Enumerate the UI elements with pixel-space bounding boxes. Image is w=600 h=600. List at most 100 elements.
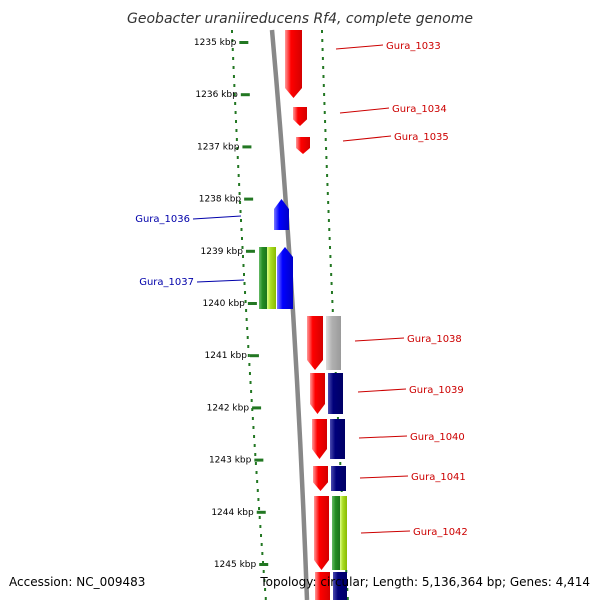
outer-reverse-ring-dot <box>244 291 247 294</box>
outer-reverse-ring-dot <box>237 174 240 177</box>
outer-reverse-ring-dot <box>231 48 234 51</box>
outer-reverse-ring-dot <box>233 93 236 96</box>
outer-reverse-ring-dot <box>243 282 246 285</box>
outer-reverse-ring-dot <box>254 453 257 456</box>
genome-summary-label: Topology: circular; Length: 5,136,364 bp… <box>259 575 590 589</box>
ruler-tick-mark <box>245 249 255 253</box>
callout-line-Gura_1042 <box>360 530 411 534</box>
outer-forward-ring-dot <box>330 273 333 276</box>
outer-reverse-ring-dot <box>253 435 256 438</box>
outer-reverse-ring-dot <box>258 507 261 510</box>
outer-reverse-ring-dot <box>235 138 238 141</box>
outer-reverse-ring-dot <box>251 408 254 411</box>
callout-line-Gura_1033 <box>335 44 384 50</box>
ruler-tick-label: 1243 kbp <box>209 456 252 466</box>
ruler-tick-label: 1242 kbp <box>207 403 250 413</box>
outer-reverse-ring-dot <box>244 300 247 303</box>
callout-label-Gura_1035: Gura_1035 <box>394 132 449 143</box>
outer-forward-ring-dot <box>329 246 332 249</box>
map-title: Geobacter uraniireducens Rf4, complete g… <box>127 11 473 27</box>
outer-forward-ring-dot <box>326 183 329 186</box>
outer-forward-ring-dot <box>330 291 333 294</box>
outer-reverse-ring-dot <box>256 489 259 492</box>
outer-reverse-ring-dot <box>235 129 238 132</box>
callout-line-Gura_1036 <box>192 215 242 220</box>
cog-Gura_1037-a <box>259 247 268 309</box>
ruler-tick-mark <box>239 41 249 44</box>
gene-Gura_1039 <box>310 373 325 414</box>
cog-Gura_1039 <box>328 373 343 414</box>
outer-reverse-ring-dot <box>246 327 249 330</box>
ruler-tick-label: 1237 kbp <box>197 142 240 152</box>
outer-forward-ring-dot <box>322 75 325 78</box>
outer-reverse-ring-dot <box>263 579 266 582</box>
ruler-tick-mark <box>242 145 252 149</box>
outer-forward-ring-dot <box>345 570 348 573</box>
outer-reverse-ring-dot <box>232 66 235 69</box>
outer-reverse-ring-dot <box>238 183 241 186</box>
outer-reverse-ring-dot <box>240 228 243 231</box>
outer-forward-ring-dot <box>322 84 325 87</box>
outer-reverse-ring-dot <box>264 588 267 591</box>
outer-reverse-ring-dot <box>240 237 243 240</box>
gene-Gura_1042 <box>314 496 329 570</box>
ruler-tick-mark <box>247 302 257 305</box>
ruler-tick-label: 1235 kbp <box>194 38 237 48</box>
ruler-tick-label: 1236 kbp <box>195 90 238 100</box>
ruler-tick-mark <box>252 406 262 410</box>
callout-line-Gura_1034 <box>339 107 390 114</box>
outer-forward-ring-dot <box>327 219 330 222</box>
outer-reverse-ring-dot <box>256 480 259 483</box>
outer-forward-ring-dot <box>323 102 326 105</box>
callout-label-Gura_1041: Gura_1041 <box>411 472 466 483</box>
outer-reverse-ring-dot <box>243 273 246 276</box>
outer-forward-ring-dot <box>323 111 326 114</box>
callout-label-Gura_1033: Gura_1033 <box>386 41 441 52</box>
cog-partial-bottom <box>333 572 347 600</box>
outer-reverse-ring-dot <box>250 390 253 393</box>
outer-forward-ring-dot <box>328 228 331 231</box>
outer-reverse-ring-dot <box>264 597 267 600</box>
ruler-tick-mark <box>244 197 254 201</box>
gene-Gura_1034 <box>293 107 307 126</box>
outer-reverse-ring-dot <box>252 426 255 429</box>
outer-reverse-ring-dot <box>250 399 253 402</box>
outer-reverse-ring-dot <box>245 309 248 312</box>
callout-label-Gura_1042: Gura_1042 <box>413 527 468 538</box>
outer-forward-ring-dot <box>324 129 327 132</box>
outer-reverse-ring-dot <box>239 210 242 213</box>
outer-forward-ring-dot <box>325 156 328 159</box>
outer-reverse-ring-dot <box>262 570 265 573</box>
outer-forward-ring-dot <box>326 174 329 177</box>
outer-reverse-ring-dot <box>261 552 264 555</box>
outer-reverse-ring-dot <box>246 336 249 339</box>
cog-Gura_1042-b <box>340 496 347 570</box>
outer-reverse-ring-dot <box>249 381 252 384</box>
cog-Gura_1040 <box>330 419 345 459</box>
outer-reverse-ring-dot <box>258 516 261 519</box>
gene-Gura_1036 <box>274 199 289 230</box>
outer-reverse-ring-dot <box>260 543 263 546</box>
outer-reverse-ring-dot <box>234 111 237 114</box>
outer-reverse-ring-dot <box>240 219 243 222</box>
callout-label-Gura_1038: Gura_1038 <box>407 334 462 345</box>
outer-forward-ring-dot <box>331 309 334 312</box>
outer-forward-ring-dot <box>331 300 334 303</box>
outer-reverse-ring-dot <box>231 39 234 42</box>
outer-forward-ring-dot <box>330 282 333 285</box>
gene-callouts: Gura_1033 Gura_1034 Gura_1035 Gura_1036 Gura… <box>135 41 468 538</box>
gene-Gura_1033 <box>285 30 302 98</box>
ruler-tick-label: 1241 kbp <box>205 351 248 361</box>
outer-forward-ring-dot <box>346 588 349 591</box>
accession-label: Accession: NC_009483 <box>9 575 145 589</box>
callout-label-Gura_1036: Gura_1036 <box>135 214 190 225</box>
outer-reverse-ring-dot <box>253 444 256 447</box>
outer-forward-ring-dot <box>328 237 331 240</box>
outer-forward-ring-dot <box>327 201 330 204</box>
outer-reverse-ring-dot <box>251 417 254 420</box>
outer-forward-ring-dot <box>327 210 330 213</box>
outer-forward-ring-dot <box>346 597 349 600</box>
outer-forward-ring-dot <box>325 147 328 150</box>
outer-reverse-ring-dot <box>232 57 235 60</box>
